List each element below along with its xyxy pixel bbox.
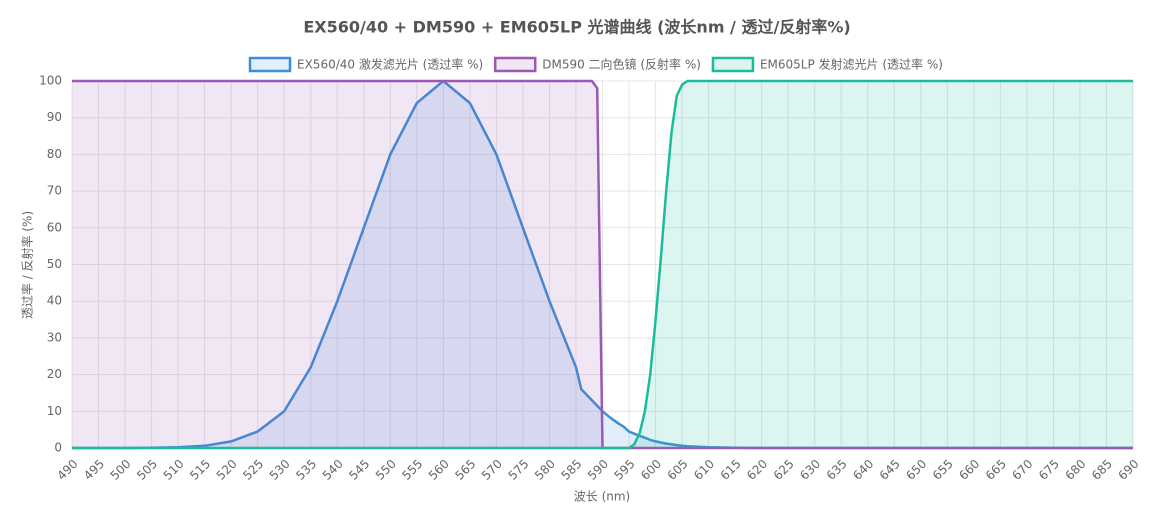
x-tick-label: 545 [346, 457, 372, 483]
area-fill [72, 81, 1133, 448]
x-tick-label: 570 [479, 457, 505, 483]
x-tick-label: 520 [214, 457, 240, 483]
x-tick-label: 655 [930, 457, 956, 483]
legend-swatch [248, 56, 292, 73]
x-axis-title: 波长 (nm) [574, 490, 630, 504]
x-tick-label: 645 [877, 457, 903, 483]
y-tick-label: 30 [47, 330, 62, 344]
y-tick-label: 50 [47, 257, 62, 271]
y-tick-label: 0 [54, 441, 62, 455]
x-tick-label: 675 [1036, 457, 1062, 483]
x-tick-label: 595 [612, 457, 638, 483]
x-tick-label: 555 [399, 457, 425, 483]
x-tick-label: 660 [956, 457, 982, 483]
x-tick-label: 580 [532, 457, 558, 483]
y-tick-label: 100 [39, 74, 62, 88]
legend-swatch [493, 56, 537, 73]
x-tick-label: 625 [771, 457, 797, 483]
chart-title: EX560/40 + DM590 + EM605LP 光谱曲线 (波长nm / … [303, 18, 850, 37]
y-tick-label: 10 [47, 404, 62, 418]
y-tick-label: 70 [47, 184, 62, 198]
legend-swatch [711, 56, 755, 73]
x-tick-label: 550 [373, 457, 399, 483]
x-tick-label: 640 [850, 457, 876, 483]
x-tick-label: 525 [240, 457, 266, 483]
x-tick-label: 535 [293, 457, 319, 483]
x-tick-label: 540 [320, 457, 346, 483]
x-tick-label: 650 [903, 457, 929, 483]
x-tick-label: 690 [1115, 457, 1141, 483]
x-tick-label: 560 [426, 457, 452, 483]
x-tick-label: 685 [1089, 457, 1115, 483]
x-tick-label: 510 [161, 457, 187, 483]
legend-label: EX560/40 激发滤光片 (透过率 %) [297, 57, 483, 72]
x-tick-label: 575 [505, 457, 531, 483]
area-fill [72, 81, 1133, 448]
x-tick-label: 620 [744, 457, 770, 483]
y-tick-label: 90 [47, 110, 62, 124]
y-tick-label: 20 [47, 367, 62, 381]
area-fill [72, 81, 1133, 448]
x-tick-label: 505 [134, 457, 160, 483]
x-tick-label: 500 [108, 457, 134, 483]
x-tick-label: 615 [718, 457, 744, 483]
x-tick-label: 670 [1009, 457, 1035, 483]
legend-label: EM605LP 发射滤光片 (透过率 %) [760, 57, 943, 72]
y-axis-title: 透过率 / 反射率 (%) [20, 211, 35, 319]
y-tick-label: 60 [47, 220, 62, 234]
x-tick-label: 590 [585, 457, 611, 483]
x-tick-label: 495 [81, 457, 107, 483]
x-tick-label: 565 [452, 457, 478, 483]
x-tick-label: 530 [267, 457, 293, 483]
x-tick-label: 585 [558, 457, 584, 483]
x-tick-label: 630 [797, 457, 823, 483]
legend-label: DM590 二向色镜 (反射率 %) [542, 57, 701, 72]
x-tick-label: 610 [691, 457, 717, 483]
x-tick-label: 635 [824, 457, 850, 483]
x-tick-label: 490 [54, 457, 80, 483]
y-tick-label: 80 [47, 147, 62, 161]
x-tick-label: 515 [187, 457, 213, 483]
y-tick-label: 40 [47, 294, 62, 308]
x-tick-label: 680 [1062, 457, 1088, 483]
x-tick-label: 605 [665, 457, 691, 483]
x-tick-label: 665 [983, 457, 1009, 483]
x-tick-label: 600 [638, 457, 664, 483]
series-line [72, 79, 1133, 450]
